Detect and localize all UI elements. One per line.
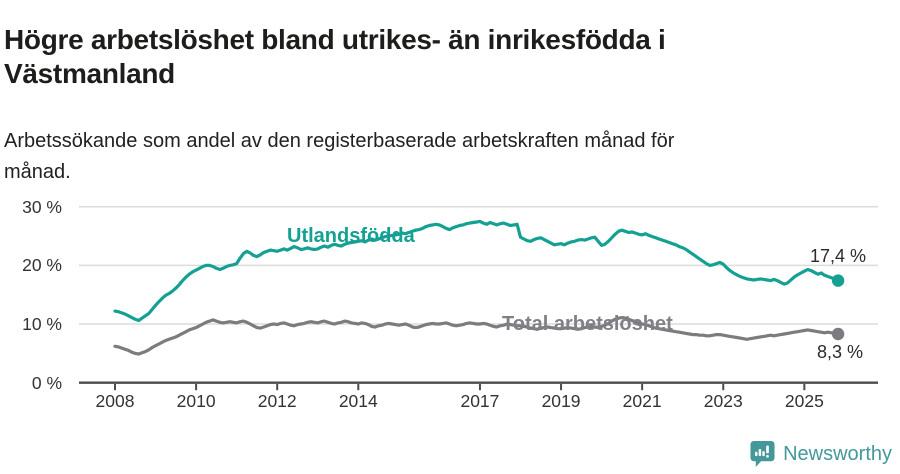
x-tick-label-2023: 2023 bbox=[703, 391, 743, 411]
y-tick-label-10: 10 % bbox=[22, 314, 62, 335]
exclamation-dot bbox=[766, 454, 769, 458]
end-value-label-total: 8,3 % bbox=[816, 342, 864, 362]
series-line-utlandsfodda bbox=[113, 219, 840, 323]
bar-2 bbox=[758, 449, 762, 457]
bar-1 bbox=[755, 451, 758, 457]
series-line-total bbox=[113, 316, 840, 356]
x-tick-label-2008: 2008 bbox=[95, 391, 135, 411]
chart-subtitle-line2: månad. bbox=[4, 161, 71, 183]
end-value-label-utlandsfodda: 17,4 % bbox=[809, 246, 867, 266]
y-tick-label-0: 0 % bbox=[31, 372, 62, 393]
series-label-total: Total arbetslöshet bbox=[502, 313, 673, 335]
series-end-dot-total bbox=[831, 327, 845, 341]
page-title-line1: Högre arbetslöshet bland utrikes- än inr… bbox=[4, 23, 666, 55]
chart-subtitle-line1: Arbetssökande som andel av den registerb… bbox=[4, 130, 675, 152]
x-tick-label-2014: 2014 bbox=[338, 391, 378, 411]
newsworthy-icon bbox=[750, 441, 775, 467]
bar-3 bbox=[762, 451, 765, 457]
newsworthy-wordmark: Newsworthy bbox=[783, 443, 892, 465]
series-label-utlandsfodda: Utlandsfödda bbox=[287, 225, 415, 247]
series-end-dot-utlandsfodda bbox=[831, 274, 845, 287]
x-tick-label-2012: 2012 bbox=[257, 391, 297, 411]
chart-subtitle: Arbetssökande som andel av den registerb… bbox=[4, 126, 864, 188]
page-title-line2: Västmanland bbox=[4, 57, 175, 89]
page-title: Högre arbetslöshet bland utrikes- än inr… bbox=[4, 23, 884, 91]
x-tick-label-2010: 2010 bbox=[176, 391, 216, 411]
x-tick-label-2019: 2019 bbox=[541, 391, 581, 411]
exclamation-bar bbox=[766, 445, 769, 454]
x-tick-label-2025: 2025 bbox=[784, 391, 824, 411]
y-tick-label-20: 20 % bbox=[22, 255, 62, 276]
newsworthy-logo[interactable]: Newsworthy bbox=[750, 440, 892, 468]
y-tick-label-30: 30 % bbox=[22, 196, 62, 217]
x-tick-label-2017: 2017 bbox=[460, 391, 500, 411]
x-tick-label-2021: 2021 bbox=[622, 391, 662, 411]
